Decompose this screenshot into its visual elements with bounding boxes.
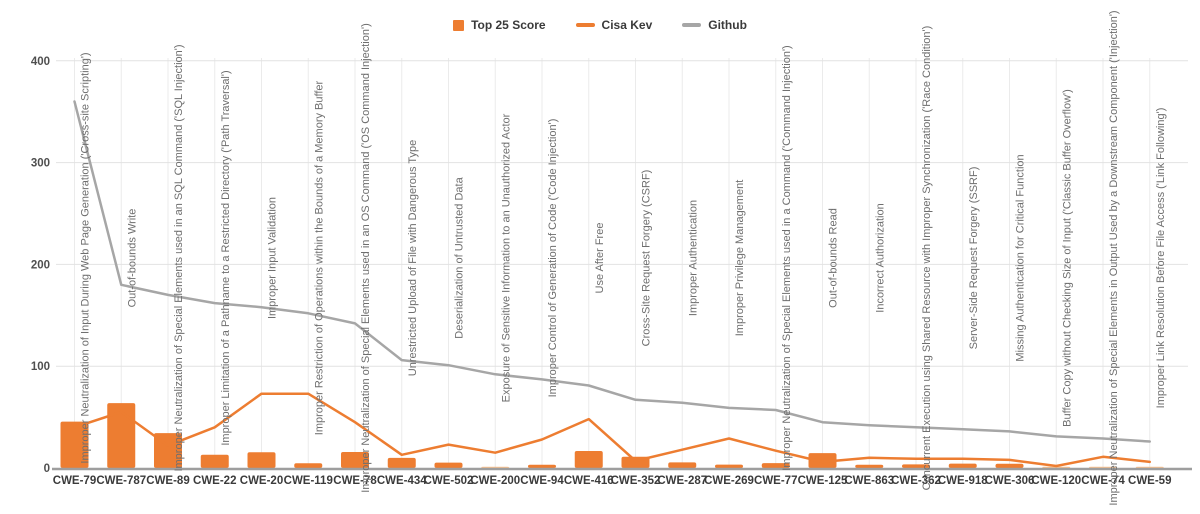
y-axis-tick-label: 400 <box>31 56 50 68</box>
category-name-label: Improper Neutralization of Special Eleme… <box>360 23 372 492</box>
category-name-label: Improper Control of Generation of Code (… <box>547 119 559 398</box>
x-axis-tick-label: CWE-918 <box>938 475 988 487</box>
category-name-label: Improper Authentication <box>687 200 699 316</box>
bar-CWE-287 <box>668 462 697 468</box>
x-axis-tick-label: CWE-119 <box>284 475 333 487</box>
bar-CWE-918 <box>948 463 977 468</box>
legend-item-cisa-kev[interactable]: Cisa Kev <box>575 18 653 32</box>
chart-legend: Top 25 Score Cisa Kev Github <box>0 18 1200 32</box>
bar-CWE-362 <box>902 464 930 468</box>
bar-CWE-22 <box>200 454 229 468</box>
category-name-label: Improper Privilege Management <box>734 180 746 337</box>
bar-CWE-59 <box>1135 466 1164 468</box>
x-axis-tick-label: CWE-416 <box>564 475 614 487</box>
y-axis-tick-label: 200 <box>31 259 50 271</box>
category-name-label: Missing Authentication for Critical Func… <box>1015 154 1027 361</box>
x-axis-tick-label: CWE-362 <box>891 475 941 487</box>
cisa-kev-swatch-icon <box>575 23 595 27</box>
bar-CWE-20 <box>247 452 276 468</box>
legend-label: Github <box>708 18 747 32</box>
x-axis-tick-label: CWE-352 <box>611 475 661 487</box>
bar-CWE-306 <box>995 463 1024 468</box>
x-axis-tick-label: CWE-20 <box>240 475 283 487</box>
category-name-label: Deserialization of Untrusted Data <box>454 176 466 338</box>
category-name-label: Improper Link Resolution Before File Acc… <box>1155 108 1167 409</box>
bar-CWE-416 <box>574 450 603 468</box>
category-name-label: Out-of-bounds Read <box>828 208 840 308</box>
category-name-label: Exposure of Sensitive Information to an … <box>500 113 512 402</box>
bar-CWE-200 <box>481 466 510 468</box>
bar-CWE-787 <box>107 403 136 468</box>
x-axis-tick-label: CWE-287 <box>657 475 707 487</box>
category-name-label: Use After Free <box>594 223 606 294</box>
bar-CWE-77 <box>761 463 790 468</box>
x-axis-tick-label: CWE-78 <box>333 475 377 487</box>
top25-score-swatch-icon <box>453 19 465 31</box>
x-axis-tick-label: CWE-22 <box>193 475 236 487</box>
x-axis-tick-label: CWE-787 <box>96 475 146 487</box>
legend-item-github[interactable]: Github <box>682 18 747 32</box>
bar-CWE-79 <box>60 421 89 468</box>
x-axis-tick-label: CWE-125 <box>798 475 848 487</box>
github-swatch-icon <box>682 23 702 27</box>
x-axis-tick-label: CWE-59 <box>1128 475 1171 487</box>
x-axis-tick-label: CWE-863 <box>844 475 894 487</box>
category-name-label: Improper Input Validation <box>267 197 279 319</box>
y-axis-tick-label: 300 <box>31 158 50 170</box>
cisa-kev-line-series <box>73 392 1151 468</box>
category-name-label: Incorrect Authorization <box>874 203 886 312</box>
category-name-label: Improper Neutralization of Special Eleme… <box>173 44 185 471</box>
bar-CWE-269 <box>715 464 743 468</box>
x-axis-tick-label: CWE-94 <box>520 475 564 487</box>
category-name-label: Improper Limitation of a Pathname to a R… <box>220 70 232 445</box>
x-axis-tick-label: CWE-79 <box>53 475 96 487</box>
x-axis-tick-label: CWE-502 <box>424 475 474 487</box>
category-name-label: Concurrent Execution using Shared Resour… <box>921 26 933 491</box>
x-axis-tick-label: CWE-434 <box>377 475 427 487</box>
category-name-label: Server-Side Request Forgery (SSRF) <box>968 167 980 350</box>
bar-CWE-94 <box>528 464 556 468</box>
x-axis-tick-label: CWE-306 <box>985 475 1035 487</box>
legend-label: Cisa Kev <box>601 18 653 32</box>
x-axis-tick-label: CWE-269 <box>704 475 754 487</box>
category-name-label: Buffer Copy without Checking Size of Inp… <box>1061 89 1073 427</box>
x-axis-tick-label: CWE-120 <box>1031 475 1081 487</box>
legend-item-top25-score[interactable]: Top 25 Score <box>453 18 546 32</box>
github-line-series <box>73 100 1151 443</box>
bar-CWE-125 <box>808 453 837 468</box>
category-name-label: Cross-Site Request Forgery (CSRF) <box>641 170 653 347</box>
category-name-label: Improper Neutralization of Special Eleme… <box>1108 10 1120 505</box>
legend-label: Top 25 Score <box>471 18 546 32</box>
bar-CWE-863 <box>855 464 884 468</box>
category-name-label: Out-of-bounds Write <box>126 209 138 308</box>
y-axis-tick-label: 100 <box>31 361 50 373</box>
x-axis-tick-label: CWE-200 <box>470 475 520 487</box>
category-name-label: Improper Neutralization of Special Eleme… <box>781 45 793 470</box>
x-axis-tick-label: CWE-89 <box>146 475 189 487</box>
bar-CWE-74 <box>1089 466 1117 468</box>
category-name-label: Unrestricted Upload of File with Dangero… <box>407 140 419 376</box>
bar-CWE-78 <box>341 452 369 468</box>
bar-CWE-119 <box>294 463 323 468</box>
x-axis-tick-label: CWE-77 <box>754 475 797 487</box>
y-axis-tick-label: 0 <box>44 463 50 475</box>
bar-CWE-120 <box>1042 466 1071 468</box>
x-axis-tick-label: CWE-74 <box>1081 475 1125 487</box>
category-name-label: Improper Restriction of Operations withi… <box>313 80 325 435</box>
category-name-label: Improper Neutralization of Input During … <box>80 52 92 463</box>
bar-CWE-434 <box>387 457 416 468</box>
bar-CWE-502 <box>434 462 463 468</box>
